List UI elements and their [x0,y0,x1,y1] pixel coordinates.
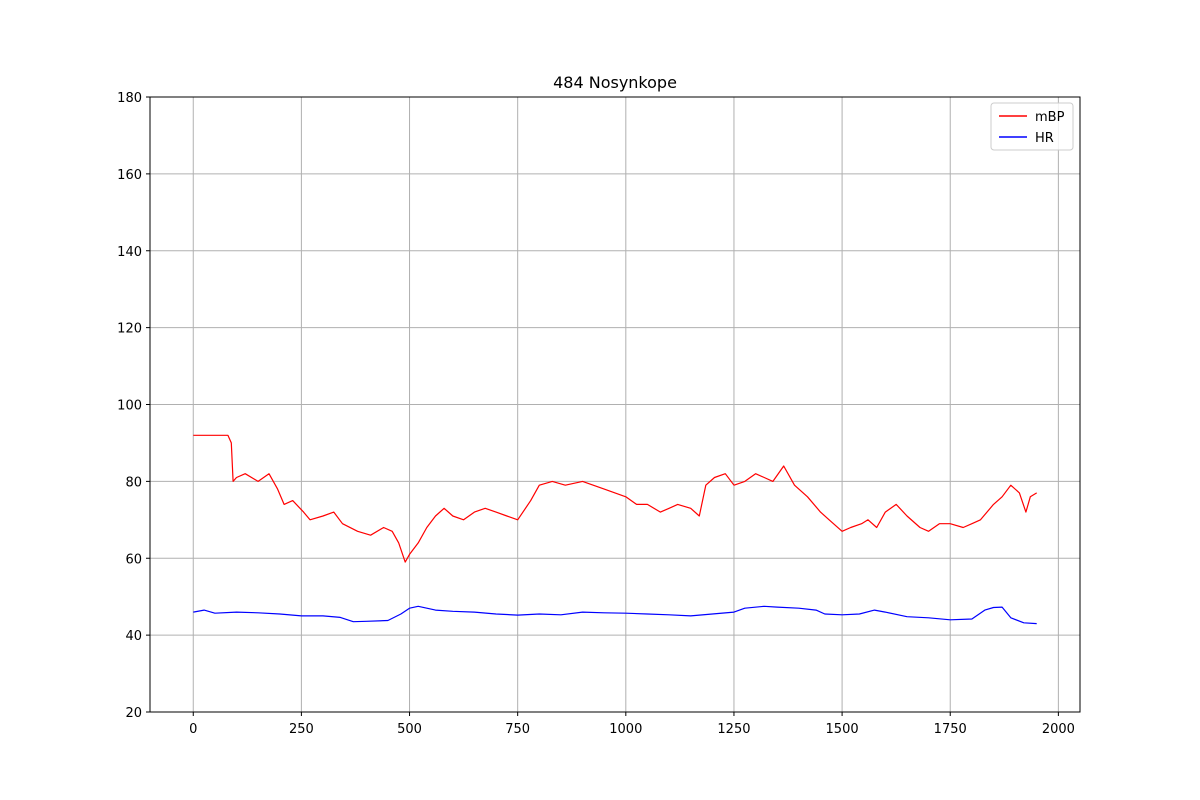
y-tick-label: 120 [117,322,142,337]
series-line-mbp [193,434,1038,563]
x-tick-label: 1000 [609,722,642,737]
x-tick-label: 1250 [717,722,750,737]
y-tick-label: 80 [125,475,142,490]
legend-label: HR [1035,131,1054,146]
y-tick-label: 60 [125,552,142,567]
y-tick-label: 40 [125,629,142,644]
y-tick-label: 20 [125,706,142,721]
x-tick-label: 2000 [1042,722,1075,737]
y-tick-label: 100 [117,399,142,414]
legend-label: mBP [1035,110,1065,125]
y-tick-label: 180 [117,91,142,106]
x-tick-label: 1750 [934,722,967,737]
x-tick-label: 250 [289,722,314,737]
x-tick-label: 1500 [826,722,859,737]
axis-ticks: 0 250 500 750 1000 1250 1500 1750 2000 20 40 60 80 10… [117,91,1075,737]
legend: mBP HR [990,102,1074,151]
grid [150,97,1080,712]
y-tick-label: 160 [117,168,142,183]
x-tick-label: 500 [397,722,422,737]
series-line-hr [193,605,1037,625]
y-tick-label: 140 [117,245,142,260]
series-layer [193,434,1038,625]
x-tick-label: 0 [189,722,197,737]
chart-title: 484 Nosynkope [553,73,677,92]
x-tick-label: 750 [505,722,530,737]
legend-box [990,102,1074,151]
